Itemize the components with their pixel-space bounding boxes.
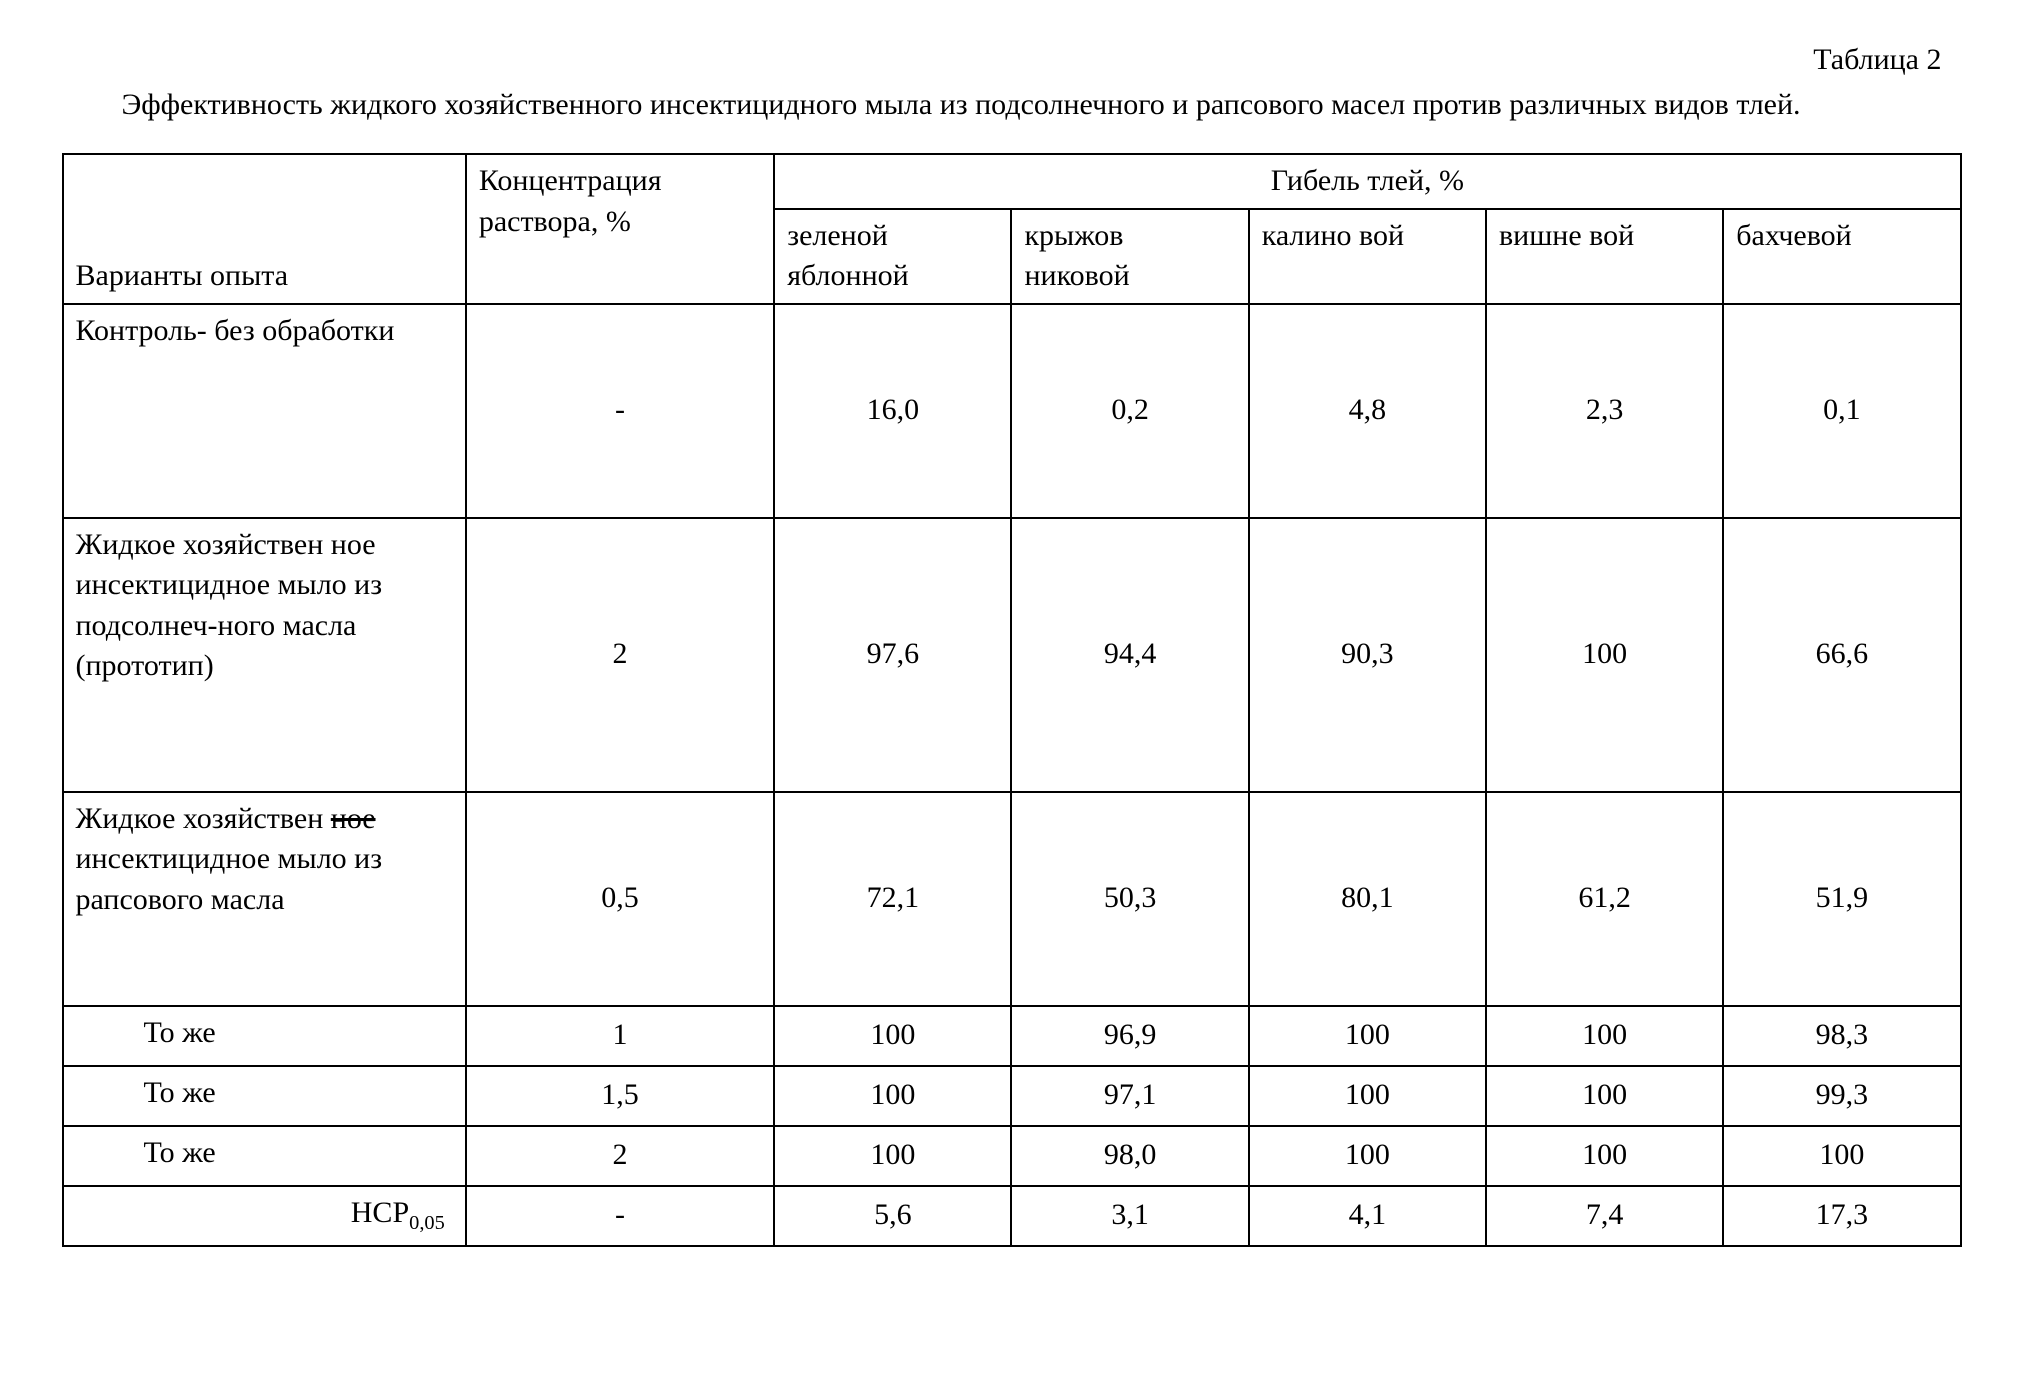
col-header-group: Гибель тлей, % (774, 154, 1960, 209)
cell-concentration: - (466, 304, 774, 518)
cell-value: 98,3 (1723, 1006, 1960, 1066)
col-header-aphid-1: зеленой яблонной (774, 209, 1011, 304)
cell-value: 100 (1486, 1126, 1723, 1186)
cell-value: 7,4 (1486, 1186, 1723, 1246)
table-number: Таблица 2 (62, 40, 1962, 81)
cell-variant: Жидкое хозяйствен ное инсектицидное мыло… (63, 518, 466, 792)
cell-value: 97,1 (1011, 1066, 1248, 1126)
cell-value: 96,9 (1011, 1006, 1248, 1066)
cell-value: 66,6 (1723, 518, 1960, 792)
cell-value: 100 (1486, 518, 1723, 792)
cell-variant: Контроль- без обработки (63, 304, 466, 518)
cell-value: 50,3 (1011, 792, 1248, 1006)
cell-value: 100 (1486, 1006, 1723, 1066)
cell-value: 80,1 (1249, 792, 1486, 1006)
cell-value: 4,1 (1249, 1186, 1486, 1246)
cell-value: 100 (1249, 1006, 1486, 1066)
table-row: То же1,510097,110010099,3 (63, 1066, 1961, 1126)
cell-value: 100 (1486, 1066, 1723, 1126)
cell-value: 100 (1249, 1126, 1486, 1186)
table-row: Контроль- без обработки-16,00,24,82,30,1 (63, 304, 1961, 518)
cell-concentration: 2 (466, 1126, 774, 1186)
col-header-aphid-4: вишне вой (1486, 209, 1723, 304)
cell-concentration: 1,5 (466, 1066, 774, 1126)
table-row: НСР0,05-5,63,14,17,417,3 (63, 1186, 1961, 1246)
cell-value: 17,3 (1723, 1186, 1960, 1246)
col-header-aphid-3: калино вой (1249, 209, 1486, 304)
cell-variant: То же (63, 1126, 466, 1186)
cell-value: 100 (1723, 1126, 1960, 1186)
cell-concentration: 0,5 (466, 792, 774, 1006)
table-row: Жидкое хозяйствен ное инсектицидное мыло… (63, 792, 1961, 1006)
cell-concentration: 1 (466, 1006, 774, 1066)
cell-value: 51,9 (1723, 792, 1960, 1006)
col-header-variant: Варианты опыта (63, 154, 466, 304)
table-header: Варианты опыта Концентрация раствора, % … (63, 154, 1961, 304)
cell-variant: НСР0,05 (63, 1186, 466, 1246)
col-header-concentration: Концентрация раствора, % (466, 154, 774, 304)
table-caption: Эффективность жидкого хозяйственного инс… (62, 85, 1962, 126)
col-header-aphid-5: бахчевой (1723, 209, 1960, 304)
cell-value: 98,0 (1011, 1126, 1248, 1186)
cell-value: 0,2 (1011, 304, 1248, 518)
cell-variant: Жидкое хозяйствен ное инсектицидное мыло… (63, 792, 466, 1006)
cell-value: 3,1 (1011, 1186, 1248, 1246)
cell-variant: То же (63, 1066, 466, 1126)
cell-value: 100 (1249, 1066, 1486, 1126)
cell-concentration: 2 (466, 518, 774, 792)
cell-concentration: - (466, 1186, 774, 1246)
cell-value: 100 (774, 1126, 1011, 1186)
table-row: То же210098,0100100100 (63, 1126, 1961, 1186)
col-header-aphid-2: крыжов никовой (1011, 209, 1248, 304)
cell-variant: То же (63, 1006, 466, 1066)
table-row: Жидкое хозяйствен ное инсектицидное мыло… (63, 518, 1961, 792)
cell-value: 2,3 (1486, 304, 1723, 518)
cell-value: 72,1 (774, 792, 1011, 1006)
cell-value: 97,6 (774, 518, 1011, 792)
cell-value: 100 (774, 1066, 1011, 1126)
data-table: Варианты опыта Концентрация раствора, % … (62, 153, 1962, 1247)
cell-value: 61,2 (1486, 792, 1723, 1006)
document-page: Таблица 2 Эффективность жидкого хозяйств… (62, 40, 1962, 1247)
table-row: То же110096,910010098,3 (63, 1006, 1961, 1066)
cell-value: 94,4 (1011, 518, 1248, 792)
cell-value: 100 (774, 1006, 1011, 1066)
cell-value: 99,3 (1723, 1066, 1960, 1126)
cell-value: 4,8 (1249, 304, 1486, 518)
cell-value: 16,0 (774, 304, 1011, 518)
table-body: Контроль- без обработки-16,00,24,82,30,1… (63, 304, 1961, 1246)
cell-value: 90,3 (1249, 518, 1486, 792)
cell-value: 5,6 (774, 1186, 1011, 1246)
cell-value: 0,1 (1723, 304, 1960, 518)
